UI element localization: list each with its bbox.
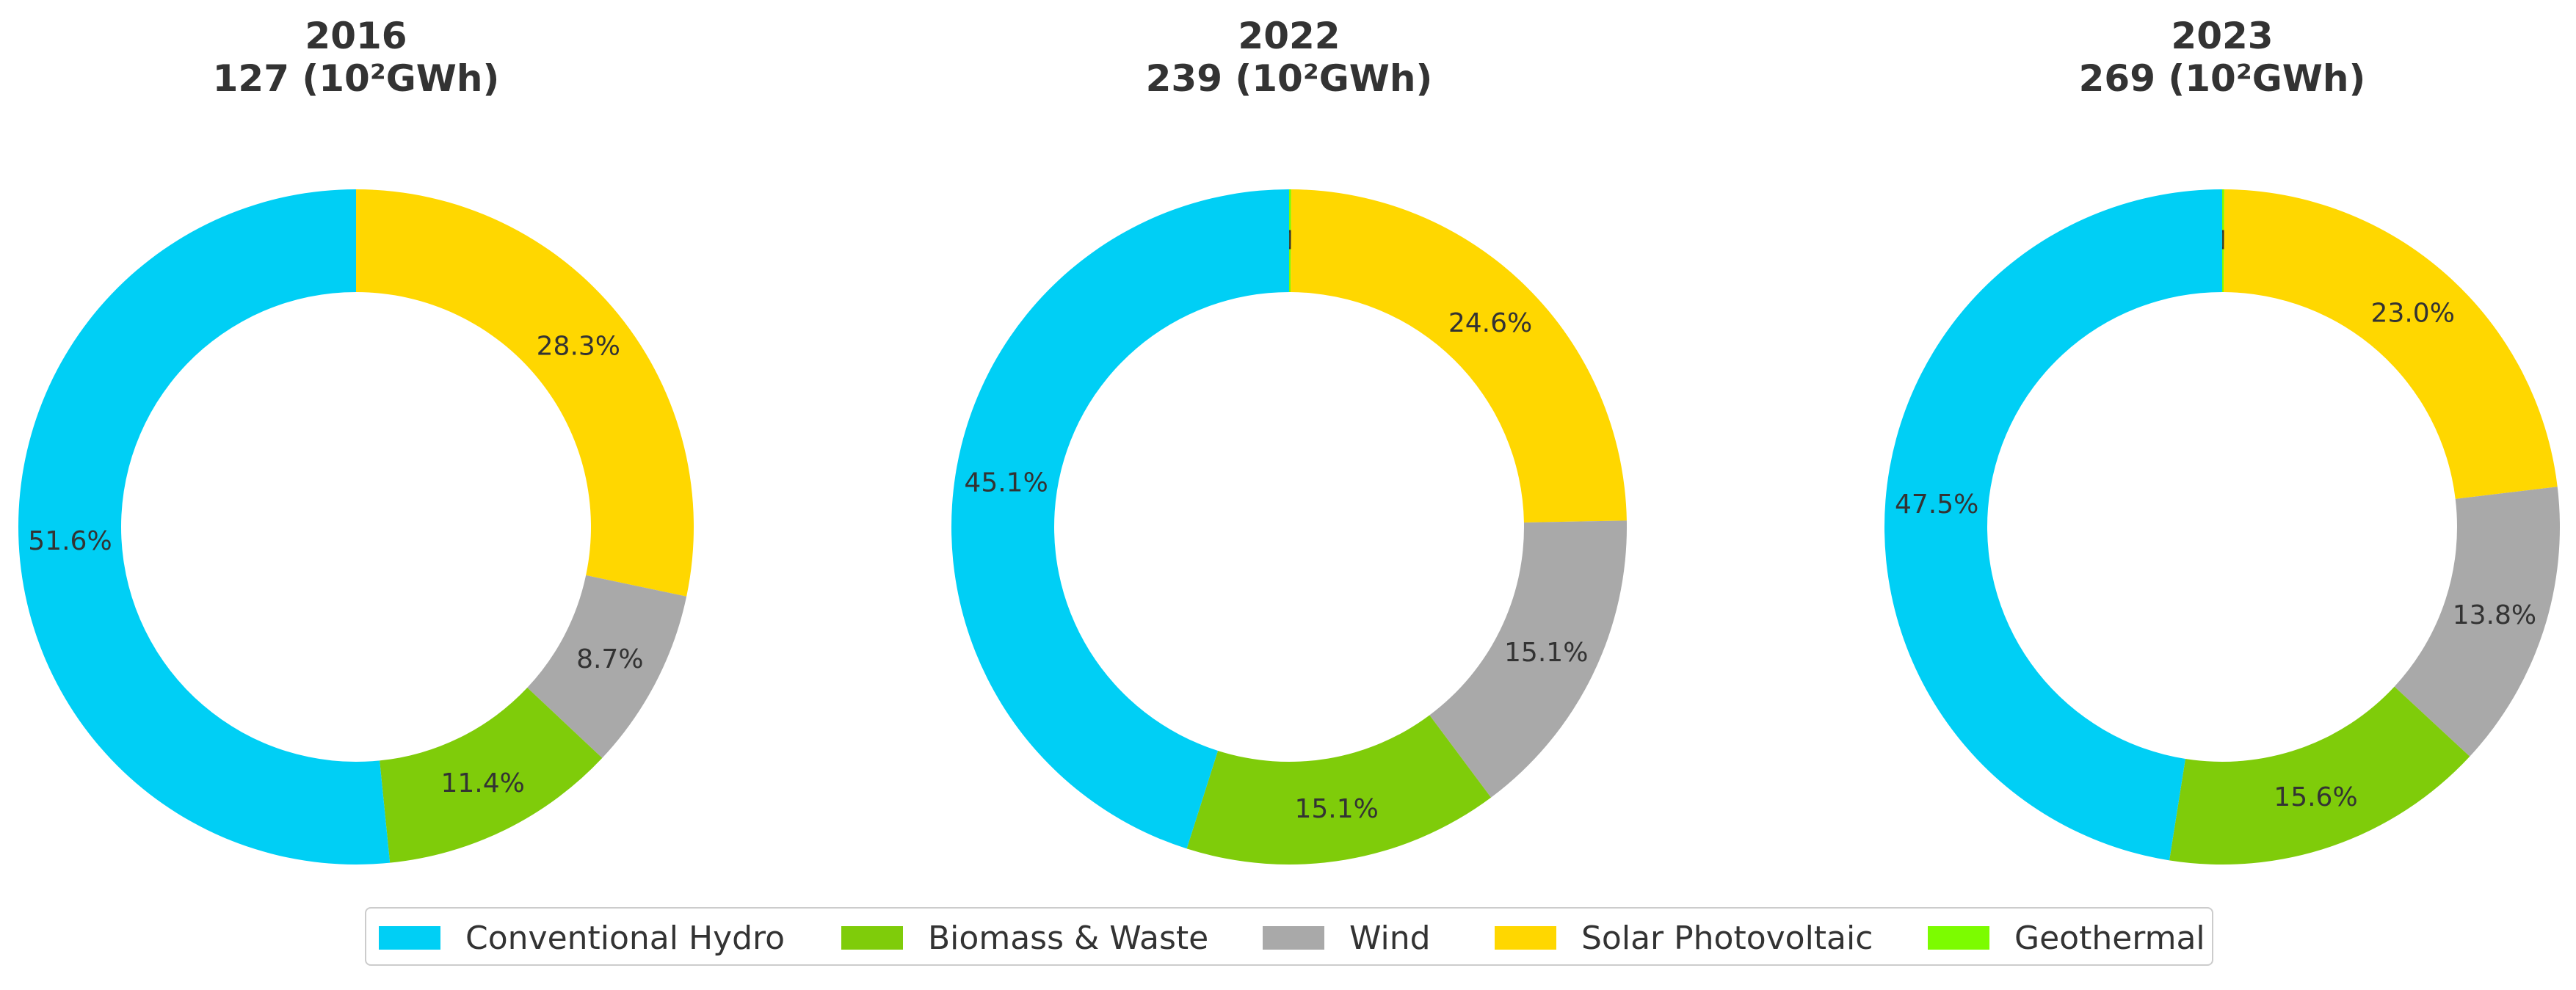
- slice-label-conventional-hydro-2016: 51.6%: [28, 526, 112, 556]
- slice-label-conventional-hydro-2023: 47.5%: [1895, 489, 1978, 520]
- chart-title-year: 2022: [1238, 15, 1340, 57]
- slice-biomass-waste-2022: [1186, 715, 1492, 865]
- slice-geothermal-2022: [1289, 189, 1291, 293]
- legend-item-conventional-hydro: Conventional Hydro: [379, 909, 785, 967]
- slice-conventional-hydro-2016: [18, 189, 391, 865]
- slice-wind-2016: [527, 575, 687, 758]
- legend-swatch-biomass-waste: [841, 926, 903, 950]
- slice-conventional-hydro-2023: [1884, 189, 2222, 861]
- slice-solar-photovoltaic-2022: [1291, 189, 1627, 523]
- chart-title-year: 2016: [305, 15, 407, 57]
- slice-label-wind-2022: 15.1%: [1504, 638, 1588, 668]
- chart-title-year: 2023: [2171, 15, 2273, 57]
- legend-label-solar-photovoltaic: Solar Photovoltaic: [1581, 919, 1873, 957]
- legend-label-biomass-waste: Biomass & Waste: [928, 919, 1209, 957]
- legend-swatch-conventional-hydro: [379, 926, 440, 950]
- slice-wind-2022: [1429, 520, 1627, 798]
- slice-label-conventional-hydro-2022: 45.1%: [964, 468, 1048, 498]
- legend-item-biomass-waste: Biomass & Waste: [841, 909, 1208, 967]
- slice-biomass-waste-2023: [2169, 686, 2470, 865]
- slice-label-wind-2016: 8.7%: [576, 644, 643, 674]
- slice-label-wind-2023: 13.8%: [2453, 600, 2536, 630]
- legend-swatch-geothermal: [1928, 926, 1989, 950]
- slice-label-biomass-waste-2023: 15.6%: [2274, 782, 2357, 812]
- slice-label-biomass-waste-2016: 11.4%: [440, 768, 524, 798]
- slice-label-solar-photovoltaic-2016: 28.3%: [537, 332, 620, 362]
- slice-solar-photovoltaic-2016: [356, 189, 694, 597]
- slice-wind-2023: [2394, 487, 2560, 757]
- slice-solar-photovoltaic-2023: [2224, 189, 2558, 499]
- legend-label-conventional-hydro: Conventional Hydro: [465, 919, 786, 957]
- slice-label-solar-photovoltaic-2022: 24.6%: [1448, 308, 1532, 338]
- legend-swatch-solar-photovoltaic: [1495, 926, 1556, 950]
- legend-item-solar-photovoltaic: Solar Photovoltaic: [1495, 909, 1873, 967]
- slice-conventional-hydro-2022: [951, 189, 1289, 849]
- legend-item-wind: Wind: [1263, 909, 1431, 967]
- slice-label-solar-photovoltaic-2023: 23.0%: [2371, 299, 2455, 329]
- chart-title-total: 239 (10²GWh): [1146, 57, 1433, 100]
- chart-title-total: 127 (10²GWh): [213, 57, 500, 100]
- slice-geothermal-2023: [2222, 189, 2224, 293]
- slice-biomass-waste-2016: [380, 688, 603, 863]
- legend-item-geothermal: Geothermal: [1928, 909, 2205, 967]
- chart-title-total: 269 (10²GWh): [2079, 57, 2366, 100]
- legend-swatch-wind: [1263, 926, 1324, 950]
- legend-label-wind: Wind: [1349, 919, 1431, 957]
- legend-label-geothermal: Geothermal: [2014, 919, 2205, 957]
- slice-label-biomass-waste-2022: 15.1%: [1294, 794, 1378, 824]
- legend: Conventional Hydro Biomass & Waste Wind …: [365, 907, 2213, 966]
